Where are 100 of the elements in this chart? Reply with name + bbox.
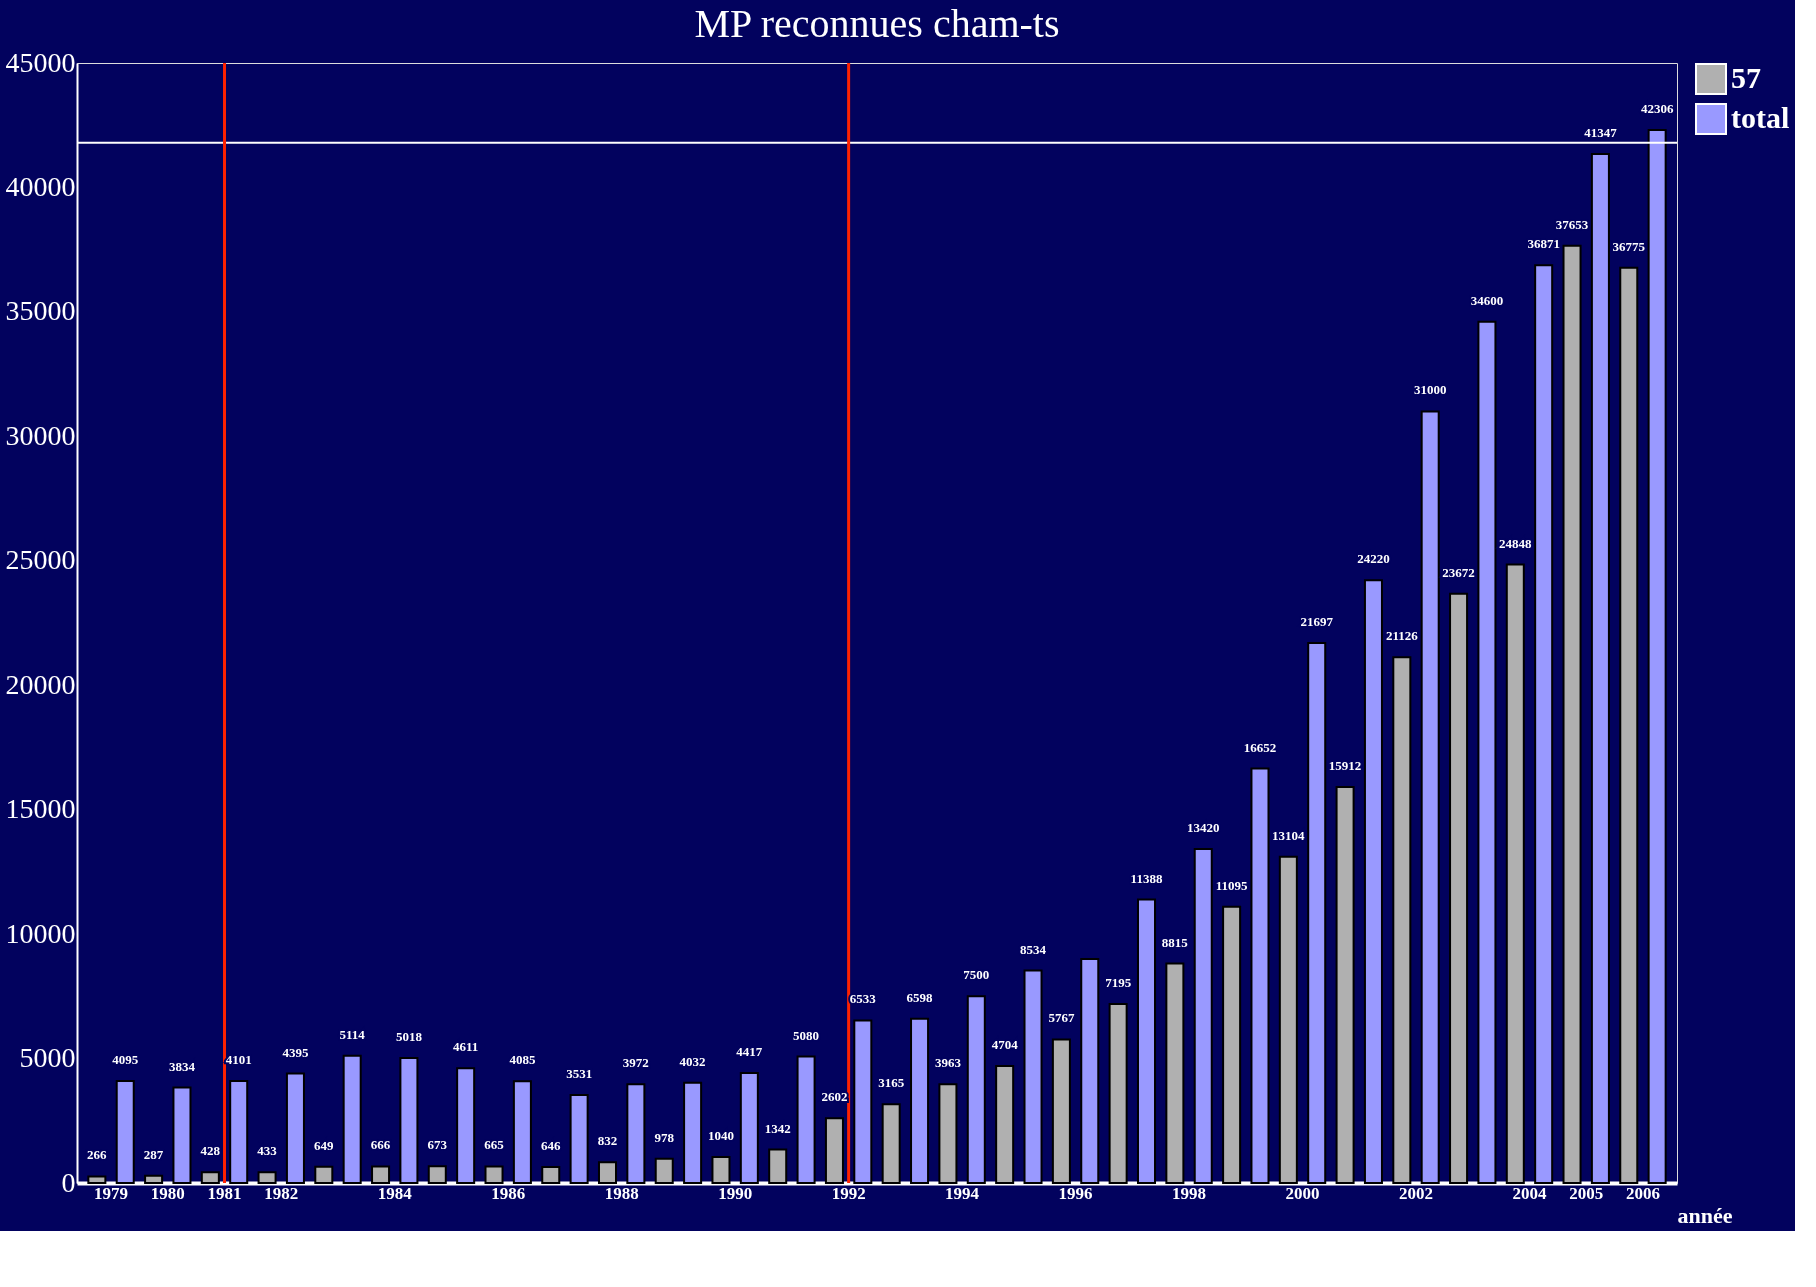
- bar: [569, 1094, 589, 1184]
- bar: [1534, 264, 1554, 1184]
- bar: [200, 1171, 220, 1184]
- y-tick-label: 35000: [5, 295, 76, 327]
- bar: [597, 1161, 618, 1184]
- bar: [1108, 1002, 1128, 1184]
- data-label: 649: [314, 1137, 335, 1153]
- x-tick-label: 2006: [1625, 1183, 1660, 1203]
- bar: [371, 1165, 391, 1184]
- bar: [342, 1054, 362, 1184]
- data-label: 1040: [707, 1128, 734, 1144]
- data-label: 5114: [339, 1026, 366, 1042]
- data-label: 428: [200, 1143, 221, 1159]
- legend-label: total: [1731, 101, 1790, 134]
- data-label: 665: [484, 1137, 505, 1153]
- data-label: 4704: [991, 1036, 1019, 1052]
- bar: [1392, 656, 1412, 1184]
- chart-title: MP reconnues cham-ts: [694, 1, 1060, 46]
- data-label: 36775: [1612, 238, 1646, 254]
- bar: [87, 1175, 107, 1184]
- bar: [1080, 958, 1100, 1184]
- bar: [399, 1057, 419, 1184]
- data-label: 3972: [622, 1055, 649, 1071]
- data-label: 673: [427, 1137, 448, 1153]
- bar: [1023, 969, 1043, 1184]
- data-label: 1342: [764, 1120, 791, 1136]
- data-label: 4101: [225, 1051, 252, 1067]
- data-label: 36871: [1527, 236, 1560, 252]
- data-label: 13420: [1186, 819, 1220, 835]
- data-label: 4095: [112, 1052, 139, 1068]
- x-tick-label: 1992: [831, 1183, 866, 1203]
- bar: [910, 1017, 930, 1184]
- bar: [1562, 244, 1582, 1184]
- data-label: 4417: [736, 1044, 763, 1060]
- data-label: 433: [257, 1143, 278, 1159]
- data-label: 3963: [934, 1055, 962, 1071]
- bar: [796, 1055, 816, 1184]
- bar: [1647, 129, 1667, 1184]
- y-tick-label: 0: [61, 1166, 76, 1198]
- data-label: 287: [143, 1146, 164, 1162]
- data-label: 3834: [168, 1058, 196, 1074]
- x-tick-label: 1979: [94, 1183, 129, 1203]
- data-label: 24848: [1499, 535, 1533, 551]
- bar: [995, 1064, 1015, 1184]
- y-tick-label: 15000: [5, 793, 76, 825]
- bar: [739, 1072, 759, 1184]
- bar: [484, 1165, 504, 1184]
- data-label: 37653: [1555, 216, 1589, 232]
- x-tick-label: 1998: [1172, 1183, 1207, 1203]
- data-label: 21126: [1385, 628, 1419, 644]
- data-label: 34600: [1470, 292, 1504, 308]
- bar: [1477, 320, 1497, 1184]
- bar: [1250, 767, 1270, 1184]
- x-axis-title: année: [1677, 1202, 1733, 1228]
- data-label: 646: [541, 1137, 562, 1153]
- data-label: 2602: [821, 1089, 848, 1105]
- x-tick-label: 1990: [718, 1183, 753, 1203]
- data-label: 41347: [1584, 124, 1618, 140]
- data-label: 978: [654, 1129, 675, 1145]
- bar: [115, 1080, 135, 1184]
- data-label: 21697: [1300, 613, 1334, 629]
- data-label: 7195: [1105, 974, 1132, 990]
- data-label: 6533: [849, 991, 877, 1007]
- bar: [1363, 579, 1383, 1184]
- x-tick-label: 2005: [1569, 1183, 1604, 1203]
- data-label: 16652: [1243, 739, 1277, 755]
- bar: [1307, 641, 1327, 1184]
- y-tick-label: 40000: [5, 170, 76, 202]
- data-label: 11388: [1130, 870, 1163, 886]
- bar: [257, 1171, 277, 1184]
- data-label: 7500: [963, 967, 990, 983]
- bar: [1505, 563, 1525, 1184]
- data-label: 8815: [1161, 934, 1189, 950]
- bar: [683, 1081, 703, 1184]
- y-tick-label: 10000: [5, 917, 76, 949]
- data-label: 31000: [1413, 382, 1447, 398]
- bar: [938, 1083, 958, 1184]
- bar: [768, 1148, 788, 1184]
- bar: [1051, 1038, 1071, 1184]
- x-tick-label: 1996: [1058, 1183, 1093, 1203]
- bar: [654, 1157, 674, 1184]
- data-label: 3165: [878, 1075, 905, 1091]
- data-label: 5767: [1048, 1010, 1075, 1026]
- data-label: 42306: [1640, 101, 1674, 117]
- bar: [881, 1103, 901, 1184]
- data-label: 4085: [509, 1052, 536, 1068]
- bar: [1590, 152, 1610, 1184]
- bar: [285, 1072, 305, 1184]
- bar: [1222, 905, 1242, 1184]
- bar: [853, 1019, 873, 1184]
- x-tick-label: 1988: [604, 1183, 639, 1203]
- data-label: 11095: [1215, 877, 1248, 893]
- bar: [1165, 962, 1185, 1184]
- data-label: 4611: [453, 1039, 479, 1055]
- x-tick-label: 1984: [377, 1183, 413, 1203]
- x-tick-label: 2002: [1399, 1183, 1434, 1203]
- legend-label: 57: [1731, 61, 1761, 94]
- x-tick-label: 2000: [1285, 1183, 1320, 1203]
- data-label: 13104: [1272, 827, 1306, 843]
- bar: [314, 1165, 334, 1184]
